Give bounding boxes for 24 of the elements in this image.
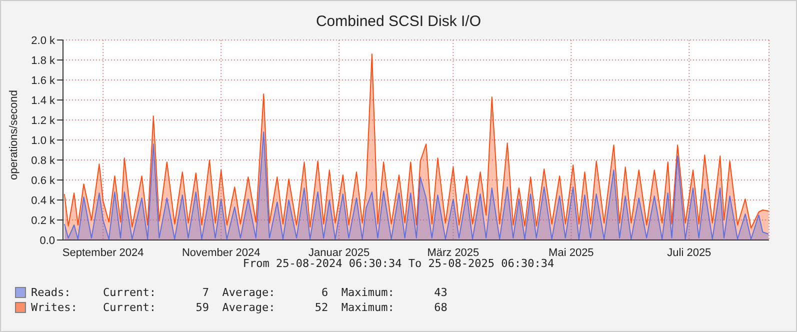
x-tick-label: November 2024 — [182, 246, 260, 259]
y-tick-label: 0.2 k — [31, 214, 56, 227]
text: Current: 59 Average: 52 Maximum: 68 — [103, 301, 448, 314]
y-tick-label: 2.0 k — [31, 34, 56, 47]
x-tick-label: März 2025 — [427, 246, 480, 259]
x-tick-label: Januar 2025 — [308, 246, 370, 259]
x-tick-label: September 2024 — [62, 246, 144, 259]
legend-label: Reads: — [31, 286, 72, 299]
text: From 25-08-2024 06:30:34 To 25-08-2025 06:30:34 — [242, 257, 556, 270]
y-tick-label: 0.4 k — [31, 194, 56, 207]
y-tick-label: 1.8 k — [31, 54, 56, 67]
text: Current: 7 Average: 6 Maximum: 43 — [103, 286, 448, 299]
y-tick-label: 0.0 — [40, 234, 55, 247]
y-tick-label: 1.2 k — [31, 114, 56, 127]
y-tick-label: 1.6 k — [31, 74, 56, 87]
y-tick-label: 0.8 k — [31, 154, 56, 167]
y-axis-title: operations/second — [8, 89, 20, 182]
y-tick-label: 1.0 k — [31, 134, 56, 147]
x-tick-label: Juli 2025 — [667, 246, 712, 259]
y-tick-label: 0.6 k — [31, 174, 56, 187]
y-tick-label: 1.4 k — [31, 94, 56, 107]
x-tick-label: Mai 2025 — [548, 246, 594, 259]
chart-title: Combined SCSI Disk I/O — [314, 13, 482, 30]
legend-label: Writes: — [31, 301, 78, 314]
